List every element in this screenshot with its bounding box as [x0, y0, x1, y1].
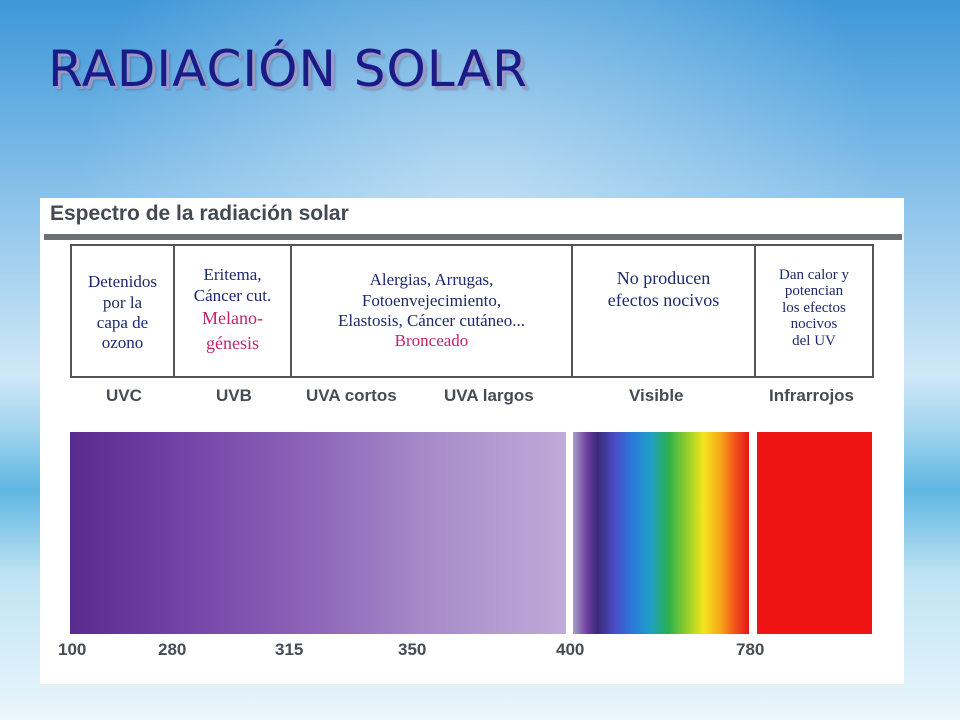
effect-infrared: Dan calor y potencian los efectos nocivo… [756, 246, 872, 376]
band-label-uvb: UVB [216, 386, 252, 405]
effect-line: efectos nocivos [607, 289, 720, 310]
band-label-visible: Visible [629, 386, 684, 405]
spectrum-infrared [757, 432, 872, 634]
effect-uvb: Eritema, Cáncer cut. Melano- génesis [175, 246, 292, 376]
effect-line: Fotoenvejecimiento, [361, 290, 502, 310]
band-label-uva-cortos: UVA cortos [306, 386, 397, 405]
tick-label: 280 [158, 640, 187, 659]
effect-line: Elastosis, Cáncer cutáneo... [338, 311, 525, 330]
tick-label: 400 [556, 640, 585, 659]
effect-line: Detenidos [88, 272, 157, 292]
effect-line: Cáncer cut. [193, 285, 272, 305]
effect-line: del UV [792, 332, 836, 349]
tick-label: 315 [275, 640, 304, 659]
effect-line: potencian [784, 283, 844, 300]
effect-line: los efectos [782, 299, 846, 316]
band-label-uva-largos: UVA largos [444, 386, 534, 405]
spectrum-visible [573, 432, 749, 634]
effect-line: Dan calor y [779, 266, 849, 283]
band-label-uvc: UVC [106, 386, 142, 405]
effect-highlight: génesis [206, 333, 259, 354]
tick-label: 350 [398, 640, 427, 659]
slide-title: RADIACIÓN SOLAR [48, 40, 528, 98]
tick-label: 100 [58, 640, 87, 659]
figure-title: Espectro de la radiación solar [50, 202, 349, 225]
spectrum-figure: Espectro de la radiación solar Detenidos… [40, 198, 904, 686]
effect-uva: Alergias, Arrugas, Fotoenvejecimiento, E… [292, 246, 573, 376]
spectrum-ultraviolet [70, 432, 566, 634]
effect-visible: No producen efectos nocivos [573, 246, 756, 376]
effect-line: Eritema, [203, 265, 262, 285]
effects-table: Detenidos por la capa de ozono Eritema, … [70, 244, 874, 378]
wavelength-axis: 100 280 315 350 400 780 [40, 640, 904, 664]
effect-line: ozono [101, 333, 144, 353]
effect-uvc: Detenidos por la capa de ozono [72, 246, 175, 376]
effect-highlight: Bronceado [394, 331, 469, 351]
effect-line: No producen [616, 268, 711, 288]
panel-bottom-edge [40, 684, 904, 686]
title-rule [44, 234, 902, 240]
tick-label: 780 [736, 640, 765, 659]
effect-line: capa de [96, 313, 149, 332]
band-labels: UVC UVB UVA cortos UVA largos Visible In… [40, 386, 904, 410]
effect-line: nocivos [790, 316, 838, 333]
effect-line: por la [102, 292, 143, 312]
band-label-infrared: Infrarrojos [769, 386, 855, 405]
effect-line: Alergias, Arrugas, [369, 270, 494, 290]
effect-highlight: Melano- [202, 308, 263, 329]
